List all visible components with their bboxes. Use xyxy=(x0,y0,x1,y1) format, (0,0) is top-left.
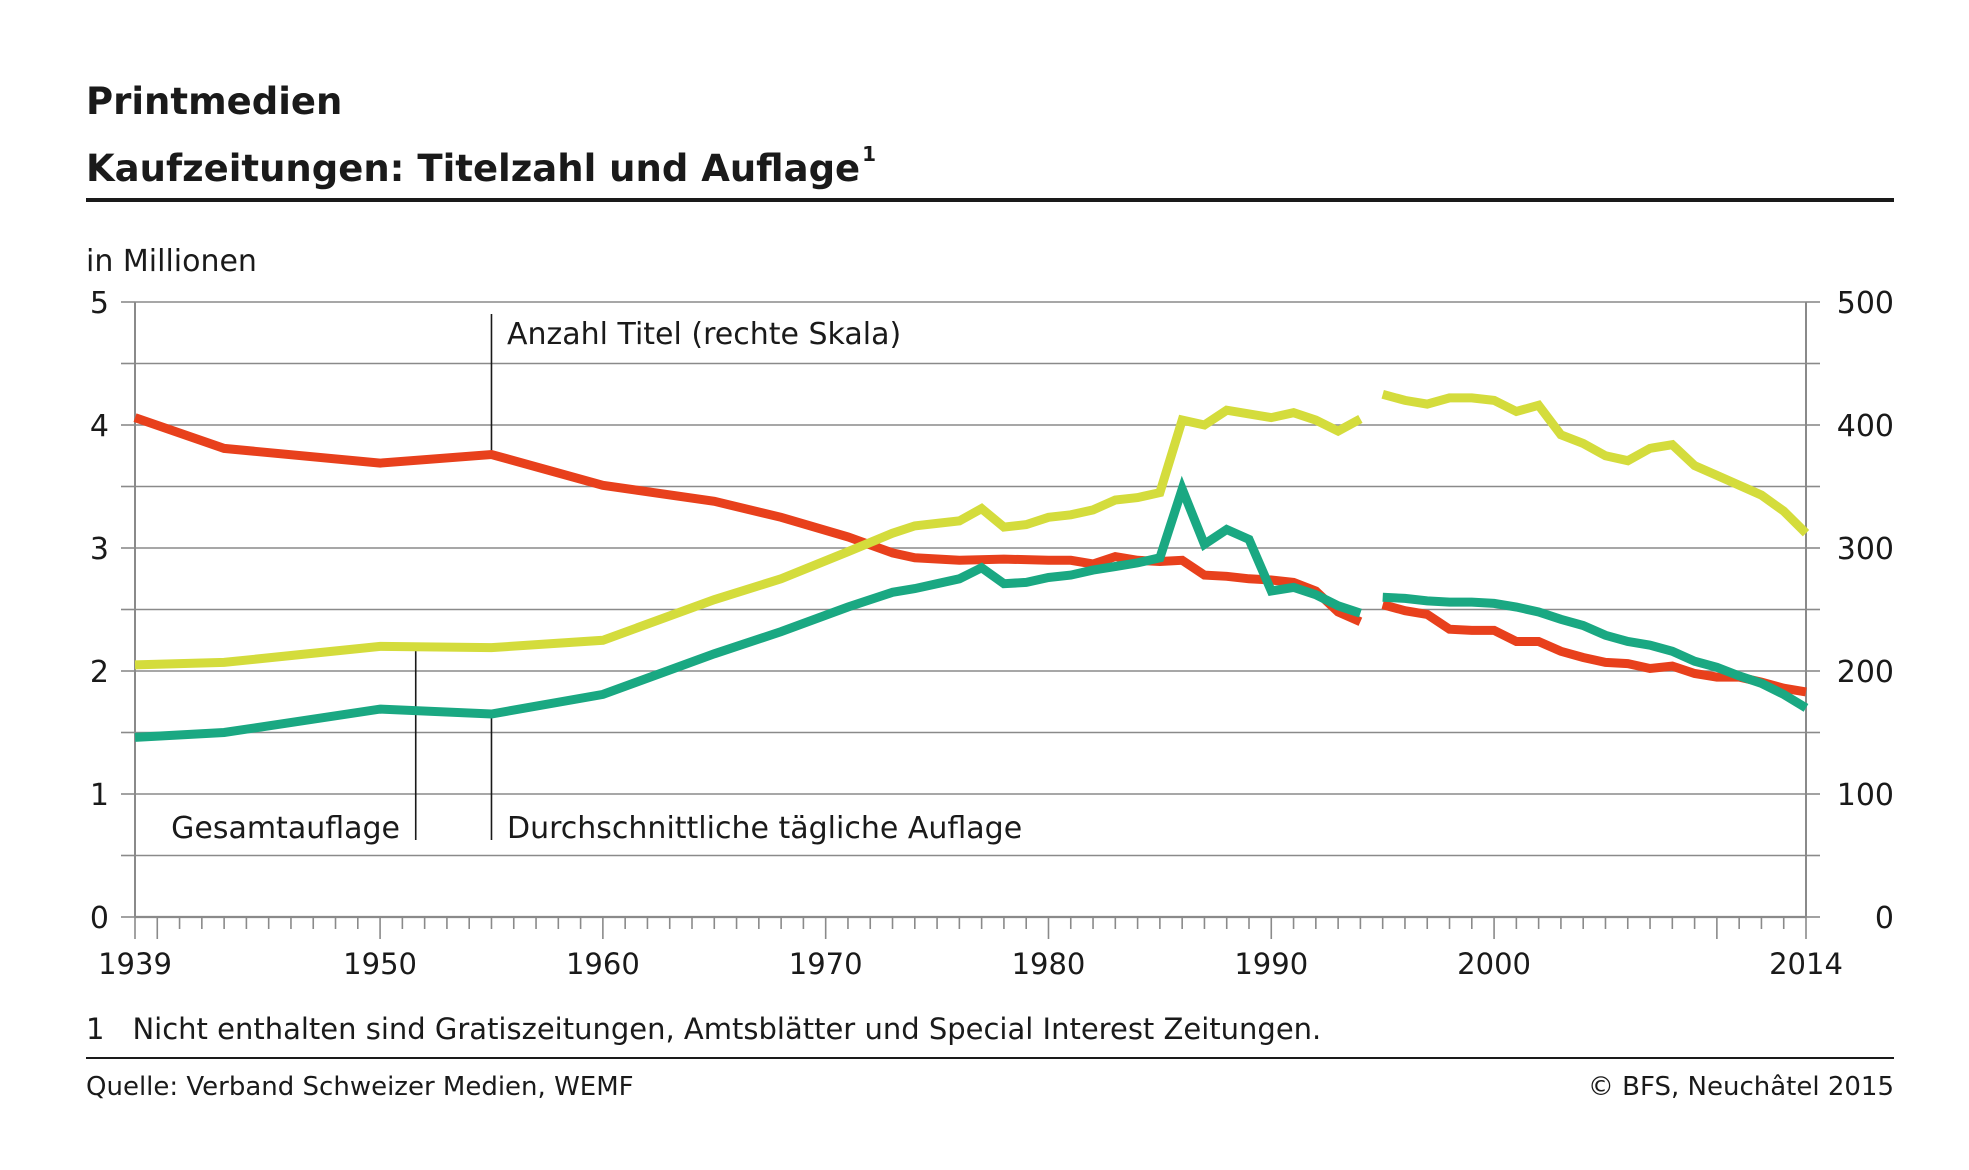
y-right-tick-label: 300 xyxy=(1837,532,1894,567)
footnote-number: 1 xyxy=(86,1012,105,1046)
copyright-note: © BFS, Neuchâtel 2015 xyxy=(1587,1072,1894,1102)
y-right-tick-label: 200 xyxy=(1837,655,1894,690)
y-left-tick-label: 3 xyxy=(90,532,109,567)
source-note: Quelle: Verband Schweizer Medien, WEMF xyxy=(86,1072,634,1102)
annotation-leaders xyxy=(414,314,493,840)
top-rule xyxy=(86,198,1894,202)
series-line-durchschnittliche_auflage xyxy=(134,475,1362,742)
x-tick-label: 1990 xyxy=(1234,947,1308,981)
series-lines xyxy=(133,389,1810,742)
footnote: 1 Nicht enthalten sind Gratiszeitungen, A… xyxy=(86,1012,1321,1046)
y-left-tick-label: 0 xyxy=(90,901,109,936)
subtitle-text: Kaufzeitungen: Titelzahl und Auflage xyxy=(86,147,861,190)
bottom-rule xyxy=(86,1057,1894,1059)
x-tick-label: 2000 xyxy=(1457,947,1531,981)
y-left-tick-label: 4 xyxy=(90,409,109,444)
chart-subtitle: Kaufzeitungen: Titelzahl und Auflage 1 xyxy=(86,132,876,191)
x-tick-label: 2014 xyxy=(1769,947,1843,981)
annotation-gesamtauflage: Gesamtauflage xyxy=(171,811,400,846)
y-left-tick-label: 2 xyxy=(90,655,109,690)
annotation-anzahl-titel: Anzahl Titel (rechte Skala) xyxy=(507,317,901,352)
annotation-durchschnittliche-auflage: Durchschnittliche tägliche Auflage xyxy=(507,811,1022,846)
x-tick-label: 1950 xyxy=(343,947,417,981)
series-line-gesamtauflage xyxy=(134,405,1363,670)
y-right-tick-label: 400 xyxy=(1837,409,1894,444)
y-left-tick-label: 5 xyxy=(90,286,109,321)
y-right-tick-label: 0 xyxy=(1875,901,1894,936)
axes xyxy=(121,301,1820,939)
subtitle-footnote-mark: 1 xyxy=(862,142,877,166)
y-axis-label: in Millionen xyxy=(86,244,257,279)
x-tick-label: 1980 xyxy=(1012,947,1086,981)
axis-labels: 1939 1950 1960 1970 1980 1990 2000 2014 0 1 2 3 4 5 0 1… xyxy=(86,244,1894,981)
footnote-text: Nicht enthalten sind Gratiszeitungen, Am… xyxy=(132,1012,1322,1046)
series-line-durchschnittliche_auflage xyxy=(1382,592,1809,712)
y-right-tick-label: 500 xyxy=(1837,286,1894,321)
series-line-gesamtauflage xyxy=(1381,389,1810,537)
x-tick-label: 1960 xyxy=(566,947,640,981)
x-tick-label: 1970 xyxy=(789,947,863,981)
y-left-tick-label: 1 xyxy=(90,778,109,813)
x-tick-label: 1939 xyxy=(98,947,172,981)
y-right-tick-label: 100 xyxy=(1837,778,1894,813)
page-title: Printmedien xyxy=(86,80,343,123)
